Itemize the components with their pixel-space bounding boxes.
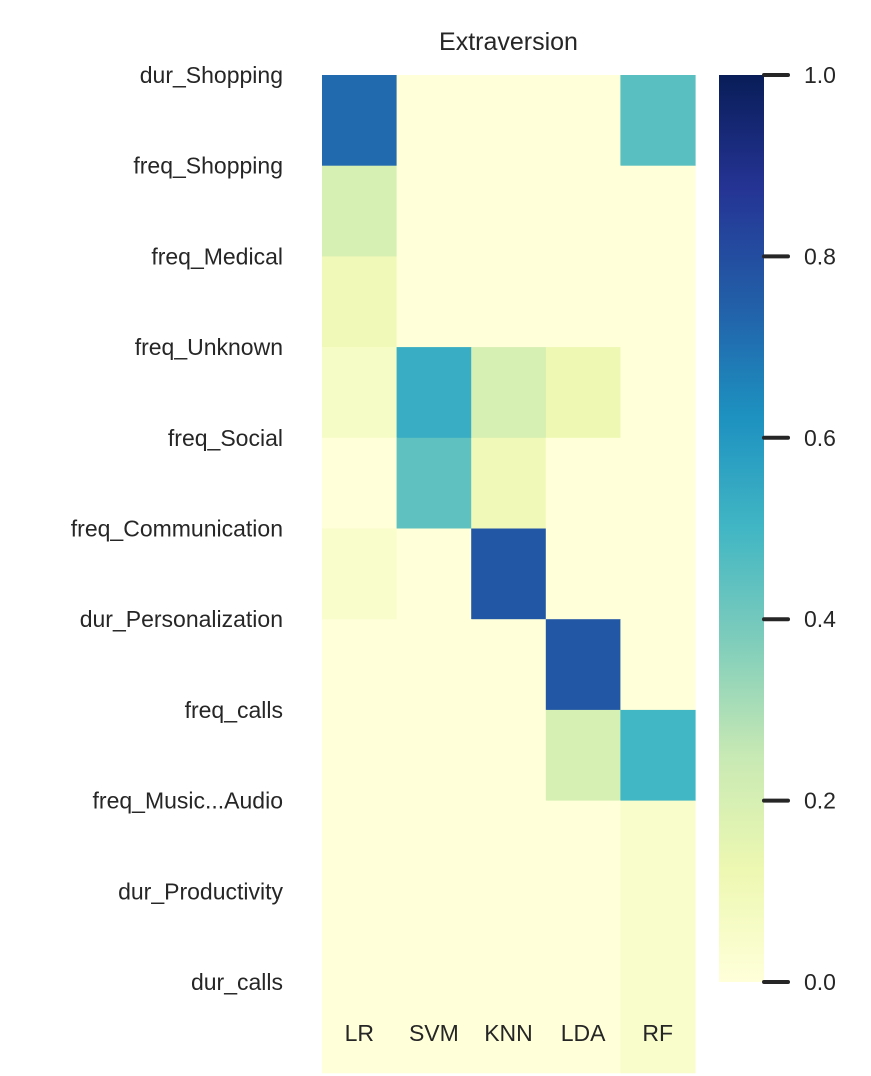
heatmap-cell bbox=[322, 165, 398, 257]
colorbar-tick-label: 0.0 bbox=[804, 969, 836, 995]
heatmap-cell bbox=[396, 256, 472, 348]
heatmap-cell bbox=[545, 800, 621, 892]
heatmap-cell bbox=[322, 709, 398, 802]
heatmap-cell bbox=[620, 709, 696, 802]
heatmap-cell bbox=[471, 75, 547, 167]
heatmap-cell bbox=[396, 982, 472, 1074]
heatmap-cell bbox=[545, 75, 621, 167]
heatmap-cell bbox=[322, 75, 398, 167]
heatmap-cell bbox=[545, 347, 621, 439]
y-tick-label: dur_Shopping bbox=[140, 62, 283, 88]
heatmap-cell bbox=[471, 891, 547, 983]
heatmap-cell bbox=[620, 347, 696, 439]
chart-title: Extraversion bbox=[439, 28, 578, 56]
heatmap-cell bbox=[322, 347, 398, 439]
heatmap-cell bbox=[322, 528, 398, 620]
heatmap-cell bbox=[545, 982, 621, 1074]
heatmap-cell bbox=[322, 800, 398, 892]
heatmap-cell bbox=[396, 437, 472, 530]
heatmap-cell bbox=[322, 891, 398, 983]
heatmap-cell bbox=[545, 165, 621, 257]
colorbar-tick-label: 0.2 bbox=[804, 788, 836, 814]
heatmap-cells bbox=[322, 75, 696, 1074]
y-tick-label: freq_Shopping bbox=[133, 153, 283, 179]
heatmap-cell bbox=[620, 800, 696, 892]
heatmap-cell bbox=[471, 347, 547, 439]
y-tick-labels: dur_Shopping freq_Shopping freq_Medicalfre… bbox=[71, 62, 284, 995]
heatmap-cell bbox=[620, 619, 696, 711]
heatmap-cell bbox=[620, 165, 696, 257]
heatmap-cell bbox=[471, 800, 547, 892]
x-tick-label: SVM bbox=[409, 1020, 459, 1046]
y-tick-label: dur_Productivity bbox=[118, 878, 283, 904]
y-tick-label: freq_Communication bbox=[71, 516, 283, 542]
heatmap-cell bbox=[471, 437, 547, 530]
heatmap-cell bbox=[471, 982, 547, 1074]
heatmap-cell bbox=[545, 528, 621, 620]
heatmap-cell bbox=[545, 256, 621, 348]
x-tick-label: RF bbox=[642, 1020, 673, 1046]
heatmap-cell bbox=[396, 800, 472, 892]
heatmap-cell bbox=[322, 619, 398, 711]
heatmap-cell bbox=[620, 437, 696, 530]
heatmap-cell bbox=[396, 347, 472, 439]
y-tick-label: dur_calls bbox=[191, 969, 283, 995]
colorbar-tick-label: 0.8 bbox=[804, 243, 836, 269]
heatmap-cell bbox=[545, 891, 621, 983]
colorbar-tick-label: 0.6 bbox=[804, 425, 836, 451]
heatmap-cell bbox=[471, 619, 547, 711]
x-tick-labels: LR SVM KNN LDA RF bbox=[345, 1020, 673, 1046]
heatmap-cell bbox=[396, 165, 472, 257]
colorbar-tick-label: 0.4 bbox=[804, 606, 836, 632]
heatmap-cell bbox=[545, 437, 621, 530]
heatmap-cell bbox=[322, 982, 398, 1074]
heatmap-cell bbox=[471, 256, 547, 348]
heatmap-cell bbox=[396, 891, 472, 983]
heatmap-cell bbox=[620, 528, 696, 620]
heatmap-cell bbox=[620, 256, 696, 348]
heatmap-cell bbox=[620, 75, 696, 167]
heatmap-cell bbox=[396, 75, 472, 167]
y-tick-label: freq_Unknown bbox=[135, 334, 283, 360]
heatmap-cell bbox=[545, 709, 621, 802]
heatmap-cell bbox=[471, 528, 547, 620]
heatmap-cell bbox=[396, 619, 472, 711]
y-tick-label: freq_Social bbox=[168, 425, 283, 451]
y-tick-label: freq_Medical bbox=[151, 243, 283, 269]
heatmap-cell bbox=[322, 437, 398, 530]
heatmap-cell bbox=[322, 256, 398, 348]
heatmap-cell bbox=[545, 619, 621, 711]
y-tick-label: freq_Music...Audio bbox=[93, 788, 283, 814]
x-tick-label: LDA bbox=[561, 1020, 606, 1046]
y-tick-label: freq_calls bbox=[185, 697, 283, 723]
heatmap-cell bbox=[396, 528, 472, 620]
heatmap-cell bbox=[620, 982, 696, 1074]
colorbar-ticks: 0.0 0.2 0.4 0.6 0.8 1.0 bbox=[762, 62, 836, 995]
colorbar-tick-label: 1.0 bbox=[804, 62, 836, 88]
heatmap-cell bbox=[396, 709, 472, 802]
heatmap-cell bbox=[471, 709, 547, 802]
y-tick-label: dur_Personalization bbox=[80, 606, 283, 632]
colorbar bbox=[719, 75, 764, 982]
heatmap-cell bbox=[471, 165, 547, 257]
x-tick-label: KNN bbox=[484, 1020, 533, 1046]
heatmap-cell bbox=[620, 891, 696, 983]
x-tick-label: LR bbox=[345, 1020, 374, 1046]
